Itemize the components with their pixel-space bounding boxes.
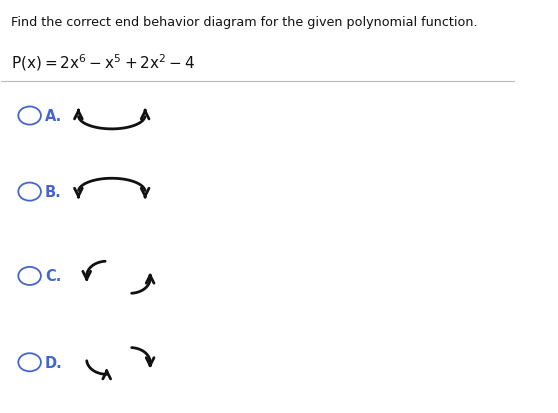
Text: A.: A. (45, 109, 62, 124)
Text: $\mathrm{P(x) = 2x^6 - x^5 + 2x^2 - 4}$: $\mathrm{P(x) = 2x^6 - x^5 + 2x^2 - 4}$ (11, 53, 195, 74)
Text: D.: D. (45, 355, 62, 370)
Text: B.: B. (45, 185, 62, 199)
Text: Find the correct end behavior diagram for the given polynomial function.: Find the correct end behavior diagram fo… (11, 16, 477, 29)
Text: C.: C. (45, 269, 61, 284)
